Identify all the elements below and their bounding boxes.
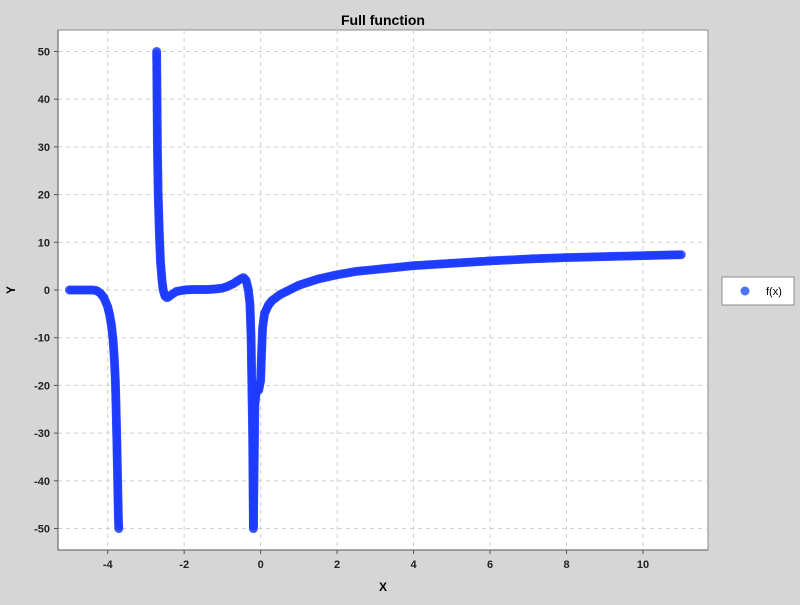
x-tick-label: 0 (258, 559, 264, 571)
legend: f(x) (721, 276, 795, 306)
x-tick-label: 10 (637, 559, 649, 571)
y-tick-label: 40 (38, 94, 50, 106)
y-tick-label: -40 (34, 476, 50, 488)
y-tick-label: 30 (38, 142, 50, 154)
y-tick-label: -50 (34, 524, 50, 536)
series-layer (64, 46, 686, 534)
data-point (676, 250, 686, 260)
x-tick-label: 6 (487, 559, 493, 571)
x-tick-label: 2 (334, 559, 340, 571)
x-tick-label: -2 (179, 559, 189, 571)
y-tick-label: 10 (38, 237, 50, 249)
x-tick-label: 8 (563, 559, 569, 571)
data-point (114, 524, 124, 534)
y-tick-label: -30 (34, 428, 50, 440)
y-tick-label: 20 (38, 190, 50, 202)
x-tick-label: 4 (411, 559, 418, 571)
y-tick-label: -10 (34, 333, 50, 345)
legend-box (721, 276, 795, 306)
x-axis-label: X (379, 580, 387, 594)
legend-marker (740, 286, 750, 296)
y-tick-label: -20 (34, 380, 50, 392)
chart-title: Full function (341, 12, 425, 28)
y-tick-label: 0 (44, 285, 50, 297)
y-axis-label: Y (4, 286, 18, 294)
x-tick-label: -4 (103, 559, 114, 571)
legend-label: f(x) (766, 286, 782, 298)
y-tick-label: 50 (38, 46, 50, 58)
series-f-x (64, 46, 686, 534)
